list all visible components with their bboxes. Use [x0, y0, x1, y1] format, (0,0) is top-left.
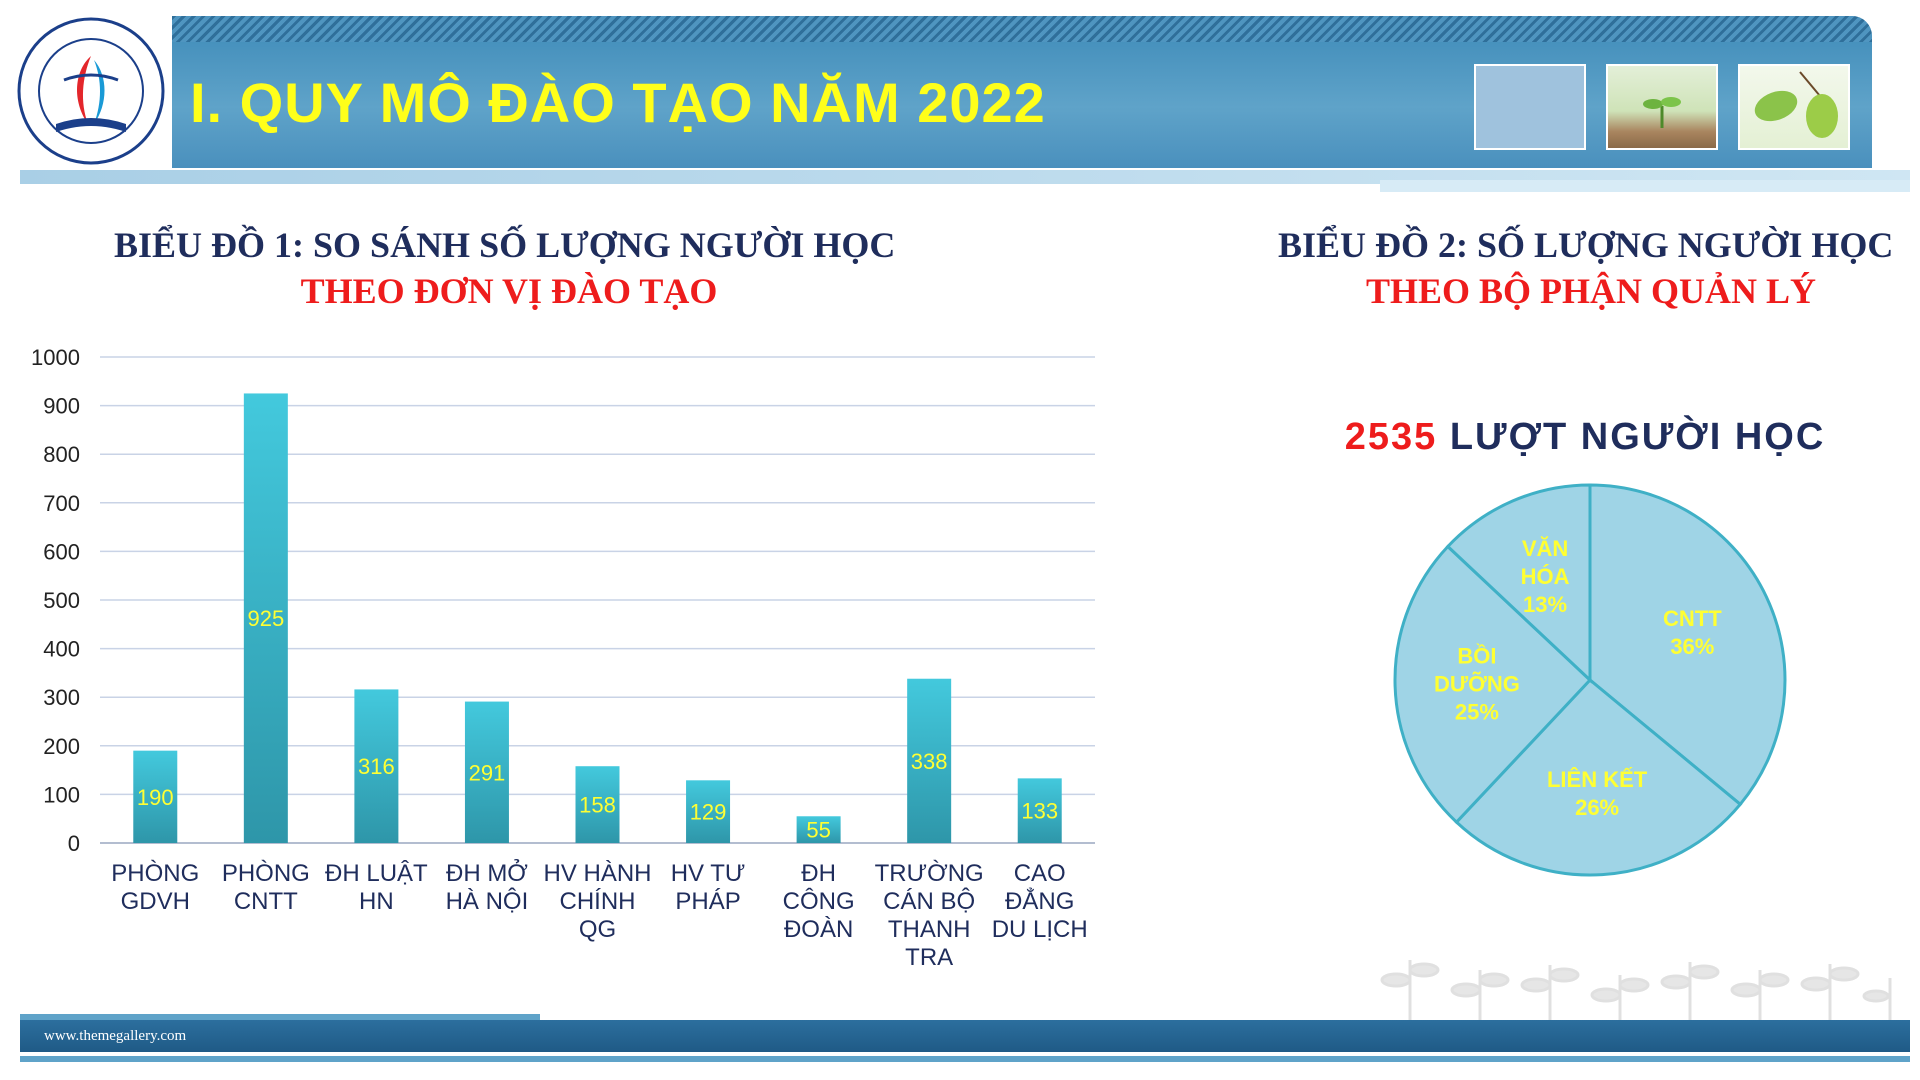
x-category-label: ĐẲNG	[1005, 887, 1074, 915]
bar-data-label: 129	[690, 800, 727, 825]
x-category-label: ĐOÀN	[784, 916, 853, 943]
leaves-icon	[1754, 71, 1838, 138]
y-tick-label: 200	[43, 734, 80, 759]
bar-data-label: 291	[469, 760, 506, 785]
x-category-label: HÀ NỘI	[446, 887, 529, 915]
bar-chart-bars: 190 925 316 291 158 129 55 338 133	[133, 393, 1062, 843]
bar	[133, 750, 178, 843]
bar	[796, 816, 841, 843]
bar-data-label: 338	[911, 749, 948, 774]
header-thumbnail-blank	[1474, 64, 1586, 150]
pie-total-number: 2535	[1344, 416, 1438, 458]
page-title: I. QUY MÔ ĐÀO TẠO NĂM 2022	[190, 71, 1046, 134]
x-category-label: GDVH	[121, 888, 190, 915]
seedling-image	[1606, 64, 1718, 150]
y-tick-label: 900	[43, 394, 80, 419]
pie-slice-label: VĂN	[1522, 536, 1568, 561]
bar-data-label: 55	[806, 818, 830, 843]
pie-slice	[1393, 544, 1593, 825]
pie-slice	[1445, 483, 1592, 684]
bar-data-label: 316	[358, 754, 395, 779]
x-category-label: CNTT	[234, 888, 298, 915]
bar	[575, 766, 620, 843]
x-category-label: TRƯỜNG	[875, 860, 984, 887]
bar-data-label: 190	[137, 785, 174, 810]
y-tick-label: 300	[43, 685, 80, 710]
pie-slice-label: LIÊN KẾT	[1547, 767, 1648, 792]
pie-percent-label: 13%	[1523, 592, 1567, 617]
x-category-label: ĐH LUẬT	[325, 860, 428, 887]
x-category-label: CAO	[1014, 860, 1066, 887]
school-logo	[17, 17, 165, 165]
pie-slice-label: BỒI	[1457, 644, 1496, 669]
y-tick-label: 600	[43, 539, 80, 564]
x-category-label: PHÒNG	[111, 860, 199, 887]
chart2-heading-line1: BIỂU ĐỒ 2: SỐ LƯỢNG NGƯỜI HỌC	[1278, 225, 1894, 265]
pie-slice-label: DƯỠNG	[1434, 672, 1520, 697]
pie-chart-labels: CNTT 36% LIÊN KẾT 26% BỒI DƯỠNG 25% VĂN HÓA 13%	[1434, 536, 1722, 820]
y-tick-label: 800	[43, 442, 80, 467]
x-category-label: THANH	[888, 916, 971, 943]
x-category-label: HV TƯ	[671, 860, 746, 887]
pie-chart: CNTT 36% LIÊN KẾT 26% BỒI DƯỠNG 25% VĂN HÓA 13%	[1393, 483, 1787, 877]
seedling-icon	[1643, 97, 1681, 128]
x-category-label: HN	[359, 888, 394, 915]
footer-accent	[20, 1014, 540, 1024]
pie-chart-slices	[1393, 483, 1787, 877]
x-category-label: CHÍNH	[560, 888, 636, 915]
x-category-label: ĐH	[801, 860, 836, 887]
chart2-heading-line2: THEO BỘ PHẬN QUẢN LÝ	[1365, 271, 1817, 311]
header-stripe	[172, 16, 1872, 42]
pie-percent-label: 25%	[1455, 700, 1499, 725]
bar-data-label: 158	[579, 793, 616, 818]
x-category-label: CÔNG	[783, 887, 855, 915]
pie-slice-label: CNTT	[1663, 606, 1722, 631]
leaves-image	[1738, 64, 1850, 150]
bar-chart-y-axis: 0 100 200 300 400 500 600 700 800 900 1000	[31, 345, 80, 856]
y-tick-label: 0	[68, 831, 80, 856]
x-category-label: CÁN BỘ	[883, 887, 975, 915]
bar-data-label: 133	[1021, 799, 1058, 824]
chart1-heading-line2: THEO ĐƠN VỊ ĐÀO TẠO	[300, 271, 718, 311]
x-category-label: DU LỊCH	[992, 916, 1088, 943]
x-category-label: TRA	[905, 944, 953, 971]
pie-percent-label: 36%	[1670, 634, 1714, 659]
bar	[354, 689, 399, 843]
pie-slice	[1588, 483, 1787, 807]
chart1-heading-line1: BIỂU ĐỒ 1: SO SÁNH SỐ LƯỢNG NGƯỜI HỌC	[114, 225, 896, 265]
x-category-label: HV HÀNH	[543, 860, 651, 887]
bar-data-label: 925	[247, 606, 284, 631]
y-tick-label: 1000	[31, 345, 80, 370]
x-category-label: QG	[579, 916, 616, 943]
bar	[907, 678, 952, 843]
pie-slice	[1454, 677, 1743, 877]
footer-url: www.themegallery.com	[44, 1028, 187, 1044]
y-tick-label: 700	[43, 491, 80, 516]
bar	[1017, 778, 1062, 843]
pie-percent-label: 26%	[1575, 795, 1619, 820]
bar	[686, 780, 731, 843]
footer-line	[20, 1056, 1910, 1062]
pie-slice-label: HÓA	[1521, 564, 1570, 589]
bar	[243, 393, 288, 843]
x-category-label: PHÁP	[675, 888, 740, 915]
bar	[464, 701, 509, 843]
bar-chart: 0 100 200 300 400 500 600 700 800 900 1000 190 925 3…	[31, 345, 1095, 971]
y-tick-label: 400	[43, 637, 80, 662]
pie-total-caption: 2535 LƯỢT NGƯỜI HỌC	[1280, 416, 1890, 459]
footer-bar	[20, 1020, 1910, 1052]
header-underline-accent	[1380, 180, 1910, 192]
pie-total-label: LƯỢT NGƯỜI HỌC	[1449, 416, 1826, 458]
x-category-label: PHÒNG	[222, 860, 310, 887]
y-tick-label: 500	[43, 588, 80, 613]
x-category-label: ĐH MỞ	[446, 858, 528, 887]
y-tick-label: 100	[43, 782, 80, 807]
